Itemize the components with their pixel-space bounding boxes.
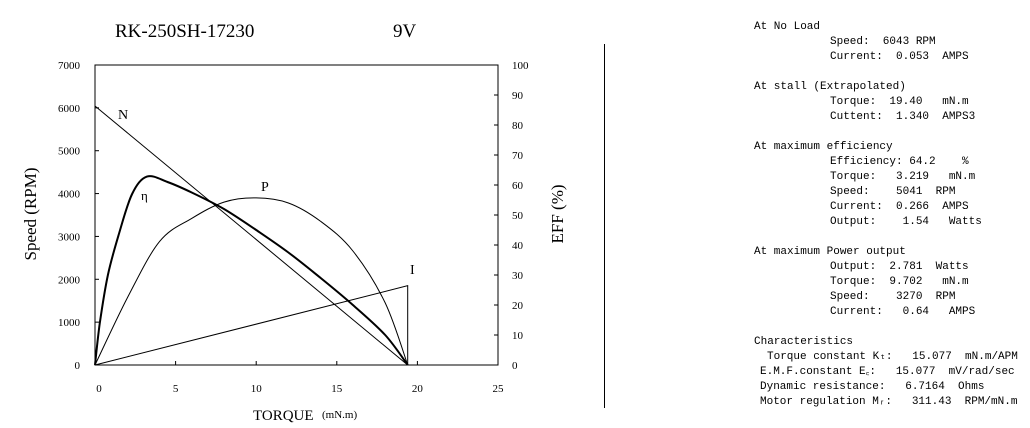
stall-torque: Torque: 19.40 mN.m: [830, 96, 969, 108]
max-power-current: Current: 0.64 AMPS: [830, 306, 976, 318]
x-tick-label: 10: [251, 383, 263, 395]
y-left-tick-label: 5000: [58, 146, 81, 158]
annotation-i: I: [410, 263, 415, 278]
annotation-eta: η: [141, 188, 148, 203]
y-left-tick-label: 0: [75, 360, 81, 372]
max-power-torque: Torque: 9.702 mN.m: [830, 276, 969, 288]
max-efficiency-current: Current: 0.266 AMPS: [830, 201, 969, 213]
max-power-speed: Speed: 3270 RPM: [830, 291, 956, 303]
x-tick-label: 0: [96, 383, 102, 395]
chart-title: RK-250SH-17230: [115, 21, 254, 42]
y-right-tick-label: 0: [512, 360, 518, 372]
x-axis-label: TORQUE: [253, 408, 314, 424]
y-left-tick-label: 1000: [58, 317, 81, 329]
y-axis-right-label: EFF (%): [548, 184, 567, 243]
max-power-section: At maximum Power output Output: 2.781 Wa…: [754, 245, 1026, 320]
y-axis-left-label: Speed (RPM): [21, 167, 40, 260]
max-efficiency-efficiency: Efficiency: 64.2 %: [830, 156, 969, 168]
vertical-divider: [604, 44, 605, 408]
x-tick-label: 5: [173, 383, 179, 395]
x-axis-unit: (mN.m): [322, 409, 357, 421]
annotation-p: P: [261, 180, 269, 195]
specs-panel: At No Load Speed: 6043 RPM Current: 0.05…: [754, 20, 1026, 425]
power-curve: [94, 197, 409, 366]
series-layer: [94, 105, 409, 366]
y-right-tick-label: 100: [512, 60, 529, 72]
x-axis-ticks: 0 5 10 15 20 25: [94, 361, 505, 395]
motor-performance-chart: RK-250SH-17230 9V 0 5 10 15 20 25 01000200030…: [21, 21, 567, 424]
torque-constant: Torque constant Kₜ: 15.077 mN.m/APM: [767, 351, 1018, 363]
stall-current: Cuttent: 1.340 AMPS3: [830, 111, 976, 123]
voltage-label: 9V: [393, 21, 417, 42]
y-left-tick-label: 2000: [58, 274, 81, 286]
plot-area: [94, 64, 499, 366]
y-right-tick-label: 80: [512, 120, 524, 132]
speed-line: [94, 105, 409, 366]
y-left-tick-label: 7000: [58, 60, 81, 72]
y-right-tick-label: 40: [512, 240, 524, 252]
max-efficiency-output: Output: 1.54 Watts: [830, 216, 982, 228]
y-right-tick-label: 10: [512, 330, 524, 342]
y-right-tick-label: 50: [512, 210, 524, 222]
no-load-section: At No Load Speed: 6043 RPM Current: 0.05…: [754, 20, 1026, 65]
y-left-tick-label: 6000: [58, 103, 81, 115]
max-power-header: At maximum Power output: [754, 246, 906, 258]
characteristics-header: Characteristics: [754, 336, 854, 348]
max-efficiency-speed: Speed: 5041 RPM: [830, 186, 956, 198]
x-tick-label: 15: [331, 383, 343, 395]
x-tick-label: 20: [412, 383, 424, 395]
dynamic-resistance: Dynamic resistance: 6.7164 Ohms: [760, 381, 985, 393]
no-load-speed: Speed: 6043 RPM: [830, 36, 936, 48]
efficiency-curve: [94, 175, 409, 366]
motor-regulation: Motor regulation Mᵣ: 311.43 RPM/mN.m: [760, 396, 1018, 408]
left-axis-ticks: 0 1000 2000 3000 4000 5000 6000 7000: [58, 60, 99, 372]
y-right-tick-label: 60: [512, 180, 524, 192]
y-right-tick-label: 70: [512, 150, 524, 162]
y-left-tick-label: 3000: [58, 231, 81, 243]
right-axis-ticks: 0 10 20 30 40 50 60 70 80 90 100: [494, 60, 529, 372]
y-left-tick-label: 4000: [58, 189, 81, 201]
max-efficiency-section: At maximum efficiency Efficiency: 64.2 %…: [754, 140, 1026, 230]
emf-constant: E.M.F.constant E꜀: 15.077 mV/rad/sec: [760, 366, 1015, 378]
annotation-n: N: [118, 108, 128, 123]
stall-header: At stall (Extrapolated): [754, 81, 906, 93]
characteristics-section: Characteristics Torque constant Kₜ: 15.0…: [754, 335, 1026, 410]
max-efficiency-torque: Torque: 3.219 mN.m: [830, 171, 976, 183]
no-load-header: At No Load: [754, 21, 821, 33]
y-right-tick-label: 90: [512, 90, 524, 102]
stall-section: At stall (Extrapolated) Torque: 19.40 mN…: [754, 80, 1026, 125]
y-right-tick-label: 30: [512, 270, 524, 282]
y-right-tick-label: 20: [512, 300, 524, 312]
no-load-current: Current: 0.053 AMPS: [830, 51, 969, 63]
x-tick-label: 25: [493, 383, 505, 395]
current-line: [94, 285, 409, 366]
max-power-output: Output: 2.781 Watts: [830, 261, 969, 273]
max-efficiency-header: At maximum efficiency: [754, 141, 893, 153]
